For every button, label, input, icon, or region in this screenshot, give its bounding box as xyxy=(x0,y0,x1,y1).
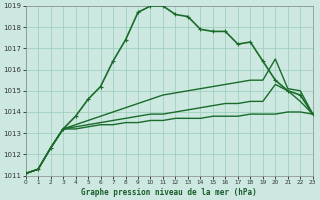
X-axis label: Graphe pression niveau de la mer (hPa): Graphe pression niveau de la mer (hPa) xyxy=(81,188,257,197)
